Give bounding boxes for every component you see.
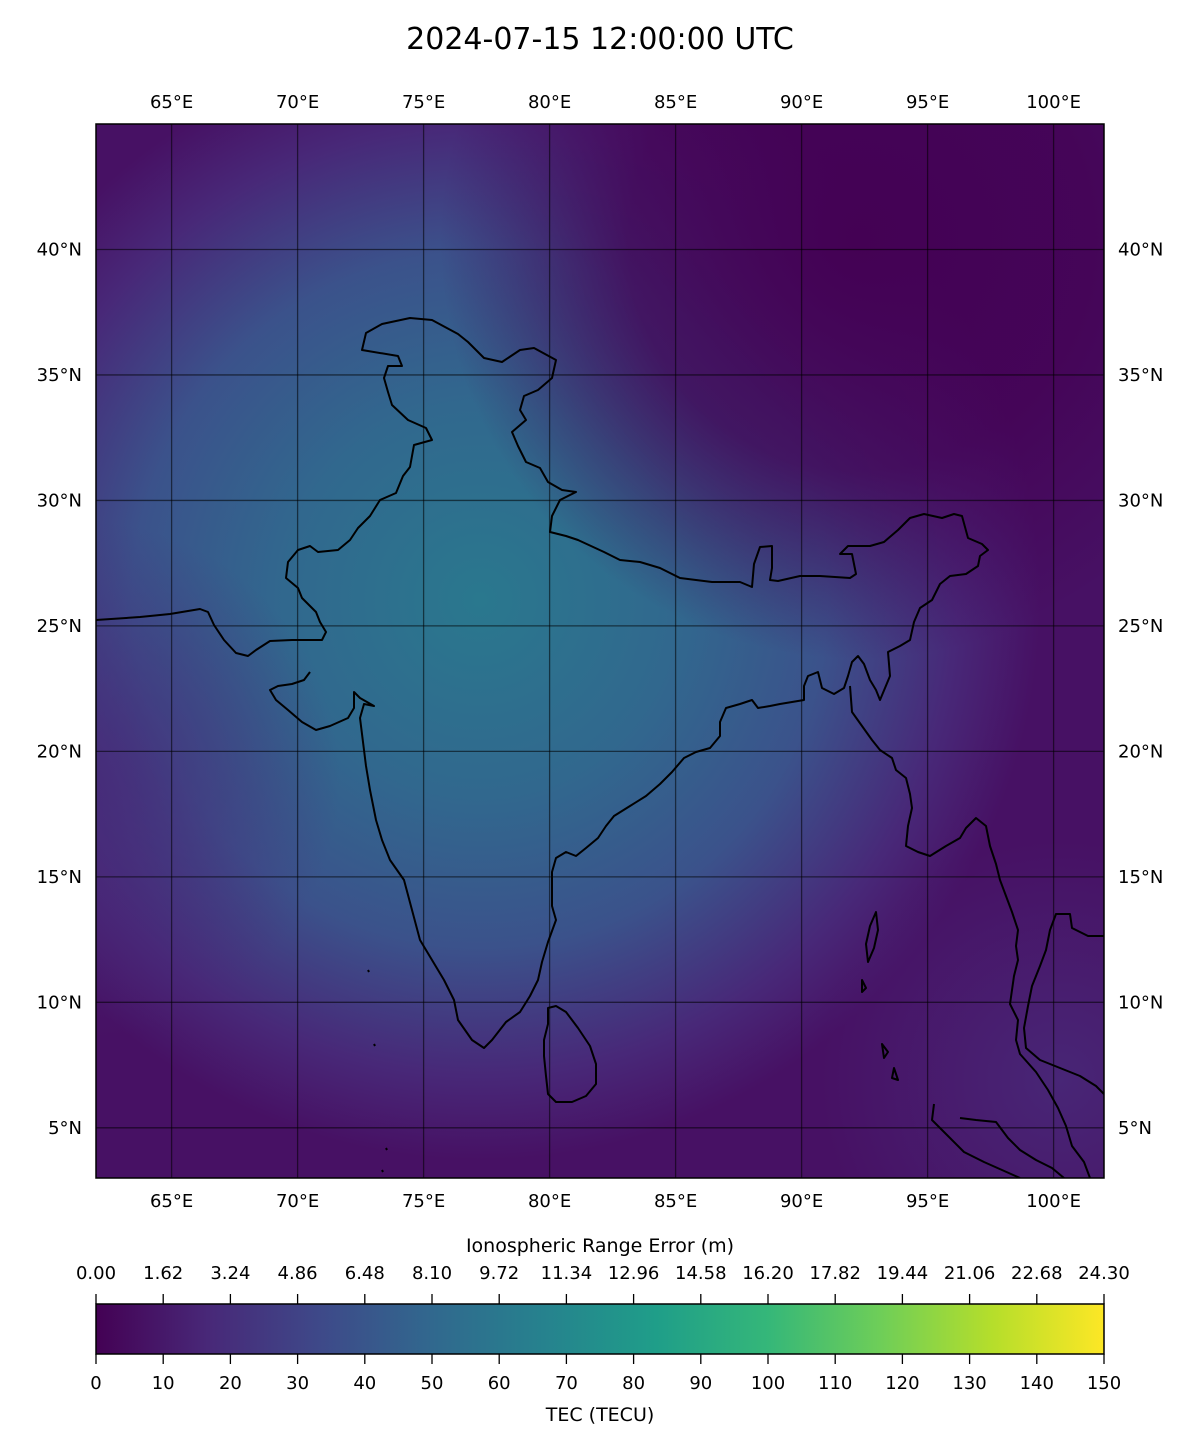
latitude-tick-label: 40°N [1118, 239, 1163, 260]
tec-tick-label: 120 [885, 1373, 919, 1394]
tec-tick-label: 70 [555, 1373, 578, 1394]
range-error-tick-label: 6.48 [345, 1263, 385, 1284]
range-error-tick-label: 17.82 [809, 1263, 861, 1284]
longitude-tick-label: 100°E [1026, 92, 1081, 113]
longitude-tick-label: 75°E [402, 92, 445, 113]
map-title: 2024-07-15 12:00:00 UTC [406, 22, 794, 57]
range-error-tick-label: 14.58 [675, 1263, 727, 1284]
thailand-coast [1023, 913, 1104, 1095]
malay-coast [959, 1117, 1065, 1178]
coastlines-borders [96, 317, 1104, 1178]
range-error-tick-label: 19.44 [877, 1263, 929, 1284]
tec-tick-label: 10 [152, 1373, 175, 1394]
tec-tick-label: 100 [751, 1373, 785, 1394]
tec-tick-label: 150 [1087, 1373, 1121, 1394]
longitude-tick-label: 65°E [150, 92, 193, 113]
range-error-tick-label: 8.10 [412, 1263, 452, 1284]
tec-tick-label: 30 [286, 1373, 309, 1394]
colorbar-label-bottom: TEC (TECU) [545, 1404, 655, 1426]
longitude-tick-label: 70°E [276, 1191, 319, 1212]
arabian-sea-coast [96, 317, 989, 1049]
latitude-tick-label: 5°N [1118, 1118, 1152, 1139]
colorbar-ticks-bottom: 0 10 20 30 40 50 60 70 80 90 100 110 120 130 140 150 [90, 1354, 1121, 1394]
range-error-tick-label: 1.62 [143, 1263, 183, 1284]
map-frame [95, 123, 1105, 1179]
colorbar-label-top: Ionospheric Range Error (m) [466, 1235, 734, 1257]
range-error-tick-label: 0.00 [76, 1263, 116, 1284]
longitude-tick-label: 90°E [780, 1191, 823, 1212]
range-error-tick-label: 21.06 [944, 1263, 996, 1284]
longitude-tick-label: 85°E [654, 1191, 697, 1212]
latitude-tick-label: 5°N [48, 1118, 82, 1139]
latitude-tick-label: 20°N [1118, 741, 1163, 762]
tec-tick-label: 140 [1020, 1373, 1054, 1394]
tec-tick-label: 90 [689, 1373, 712, 1394]
andaman-islands [861, 911, 899, 1081]
latitude-tick-label: 15°N [1118, 867, 1163, 888]
tec-field [96, 124, 1104, 1178]
range-error-tick-label: 22.68 [1011, 1263, 1063, 1284]
sri-lanka-outline [543, 1005, 597, 1103]
tec-tick-label: 50 [421, 1373, 444, 1394]
longitude-ticks-top: 65°E 70°E 75°E 80°E 85°E 90°E 95°E 100°E [150, 92, 1081, 113]
longitude-tick-label: 85°E [654, 92, 697, 113]
latitude-ticks-right: 5°N 10°N 15°N 20°N 25°N 30°N 35°N 40°N [1118, 239, 1163, 1138]
sumatra-coast [931, 1103, 1021, 1178]
latitude-tick-label: 10°N [37, 992, 82, 1013]
range-error-tick-label: 9.72 [479, 1263, 519, 1284]
tec-tick-label: 110 [818, 1373, 852, 1394]
latitude-tick-label: 25°N [37, 616, 82, 637]
range-error-tick-label: 12.96 [608, 1263, 660, 1284]
lakshadweep-islands [367, 969, 388, 1173]
range-error-tick-label: 11.34 [541, 1263, 593, 1284]
tec-tick-label: 40 [353, 1373, 376, 1394]
tec-tick-label: 80 [622, 1373, 645, 1394]
graticule-grid [96, 124, 1104, 1178]
tec-tick-label: 20 [219, 1373, 242, 1394]
longitude-tick-label: 80°E [528, 1191, 571, 1212]
tec-tick-label: 130 [952, 1373, 986, 1394]
longitude-tick-label: 90°E [780, 92, 823, 113]
latitude-tick-label: 30°N [1118, 490, 1163, 511]
colorbar: Ionospheric Range Error (m) 0.00 1.62 3.24… [76, 1235, 1130, 1426]
range-error-tick-label: 3.24 [210, 1263, 250, 1284]
longitude-tick-label: 75°E [402, 1191, 445, 1212]
range-error-tick-label: 24.30 [1078, 1263, 1130, 1284]
latitude-tick-label: 30°N [37, 490, 82, 511]
range-error-tick-label: 16.20 [742, 1263, 794, 1284]
latitude-tick-label: 35°N [1118, 365, 1163, 386]
colorbar-ticks-top: 0.00 1.62 3.24 4.86 6.48 8.10 9.72 11.34 12.96 14… [76, 1263, 1130, 1304]
myanmar-coast [849, 685, 1091, 1178]
latitude-tick-label: 15°N [37, 867, 82, 888]
longitude-tick-label: 100°E [1026, 1191, 1081, 1212]
longitude-tick-label: 65°E [150, 1191, 193, 1212]
tec-tick-label: 0 [90, 1373, 101, 1394]
longitude-ticks-bottom: 65°E 70°E 75°E 80°E 85°E 90°E 95°E 100°E [150, 1191, 1081, 1212]
latitude-ticks-left: 5°N 10°N 15°N 20°N 25°N 30°N 35°N 40°N [37, 239, 82, 1138]
longitude-tick-label: 95°E [906, 1191, 949, 1212]
colorbar-gradient [95, 1303, 1105, 1355]
latitude-tick-label: 10°N [1118, 992, 1163, 1013]
latitude-tick-label: 25°N [1118, 616, 1163, 637]
longitude-tick-label: 70°E [276, 92, 319, 113]
range-error-tick-label: 4.86 [278, 1263, 318, 1284]
tec-tick-label: 60 [488, 1373, 511, 1394]
latitude-tick-label: 35°N [37, 365, 82, 386]
latitude-tick-label: 20°N [37, 741, 82, 762]
longitude-tick-label: 80°E [528, 92, 571, 113]
latitude-tick-label: 40°N [37, 239, 82, 260]
longitude-tick-label: 95°E [906, 92, 949, 113]
